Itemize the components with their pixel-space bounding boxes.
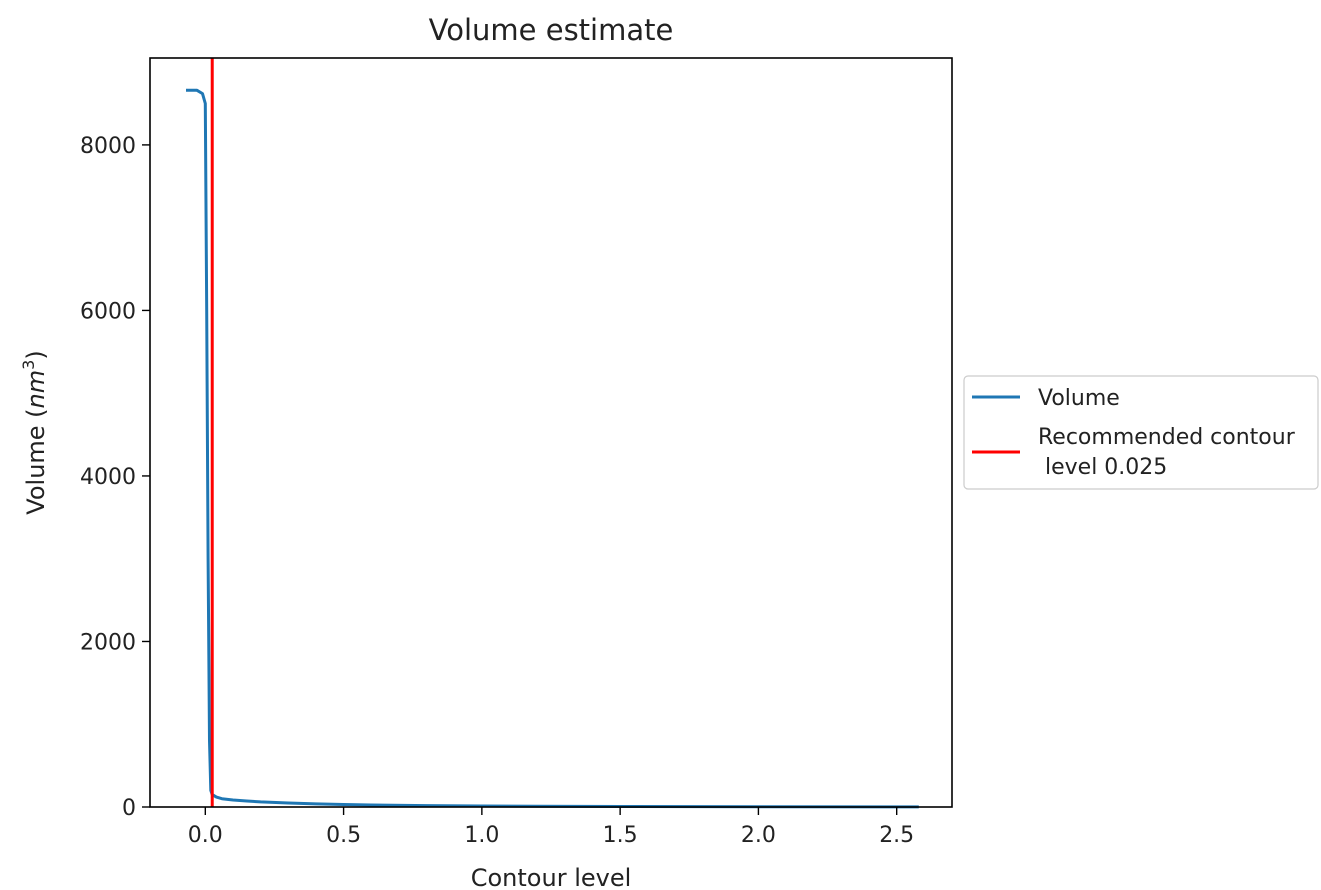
y-tick-label: 6000 (80, 299, 136, 324)
legend-label-volume: Volume (1038, 386, 1120, 411)
y-axis-label-close: ) (22, 350, 50, 359)
y-tick-label: 8000 (80, 134, 136, 159)
y-axis-label-exponent: 3 (19, 360, 38, 370)
y-tick-label: 4000 (80, 465, 136, 490)
chart-title: Volume estimate (429, 13, 674, 47)
x-tick-label: 0.0 (188, 823, 223, 848)
y-axis-label-unit: nm (22, 370, 50, 409)
legend-label-recommended-line2: level 0.025 (1038, 455, 1167, 480)
y-axis-label-base: Volume ( (22, 408, 50, 514)
plot-area (149, 57, 953, 809)
x-tick-label: 2.0 (741, 823, 776, 848)
x-tick-label: 1.0 (464, 823, 499, 848)
x-axis: 0.0 0.5 1.0 1.5 2.0 2.5 (188, 807, 914, 848)
y-axis: 0 2000 4000 6000 8000 (80, 134, 150, 821)
x-tick-label: 0.5 (326, 823, 361, 848)
legend-label-recommended-line1: Recommended contour (1038, 425, 1296, 450)
plot-frame (149, 57, 953, 808)
legend: Volume Recommended contour level 0.025 (963, 375, 1319, 490)
y-tick-label: 0 (122, 796, 136, 821)
legend-box (963, 375, 1319, 490)
x-tick-label: 2.5 (879, 823, 914, 848)
x-tick-label: 1.5 (603, 823, 638, 848)
series-volume-line (186, 88, 919, 809)
x-axis-label: Contour level (471, 864, 632, 890)
y-axis-label: Volume (nm3) (19, 350, 50, 514)
y-tick-label: 2000 (80, 630, 136, 655)
